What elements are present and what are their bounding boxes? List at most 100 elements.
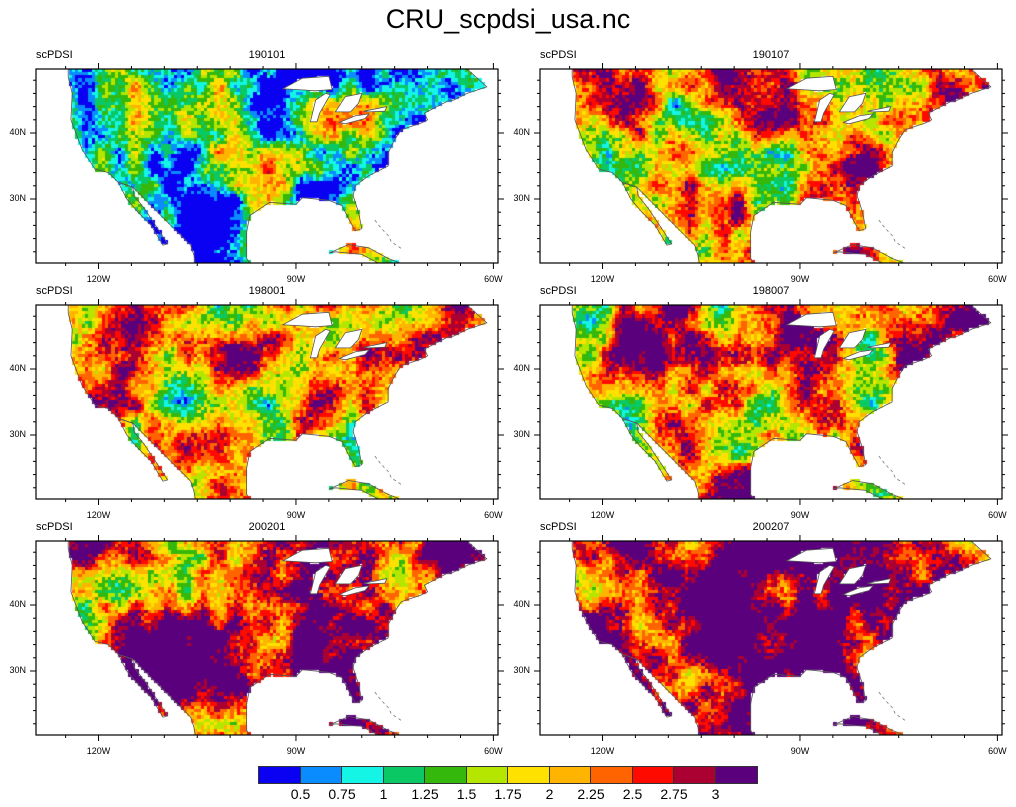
great-lake [867, 106, 892, 113]
bahamas-coastline [374, 219, 402, 249]
x-tick-label: 60W [484, 510, 503, 520]
great-lake [363, 578, 388, 585]
pdsi-field [36, 305, 498, 499]
colorbar-label: 1 [379, 786, 388, 802]
x-tick-label: 60W [484, 274, 503, 284]
coastline [67, 540, 488, 736]
colorbar-box [674, 767, 716, 783]
great-lake [338, 113, 370, 125]
colorbar-label: 2.25 [577, 786, 605, 802]
panel-date-label: 190101 [248, 49, 286, 61]
bahamas-coastline [374, 455, 402, 485]
bahamas-coastline [878, 455, 906, 485]
colorbar-box [300, 767, 342, 783]
panel-variable-label: scPDSI [36, 49, 73, 61]
colorbar-label: 0.75 [328, 786, 356, 802]
y-tick-label: 30N [513, 428, 530, 439]
great-lake [813, 564, 835, 595]
y-tick-label: 30N [9, 192, 26, 203]
panel-variable-label: scPDSI [36, 521, 73, 533]
x-tick-label: 120W [590, 746, 615, 756]
map-panel: scPDSI 198007 120W 90W 60W 30N 40N [513, 285, 1008, 520]
colorbar-box [715, 767, 757, 783]
pdsi-field [540, 541, 1002, 735]
map-frame [35, 304, 499, 500]
colorbar-box [632, 767, 674, 783]
great-lake [281, 311, 333, 328]
figure-title: CRU_scpdsi_usa.nc [385, 4, 631, 34]
x-tick-label: 60W [988, 274, 1007, 284]
x-tick-label: 90W [790, 746, 810, 756]
coastline [328, 244, 401, 264]
panel-date-label: 190107 [752, 49, 790, 61]
bahamas-coastline [374, 691, 402, 721]
colorbar-box [342, 767, 384, 783]
coastline [67, 304, 488, 500]
colorbar-box [549, 767, 591, 783]
y-tick-label: 30N [9, 428, 26, 439]
great-lake [813, 328, 835, 359]
x-tick-label: 120W [86, 746, 111, 756]
colorbar-label: 3 [711, 786, 720, 802]
map-frame [539, 540, 1003, 736]
coastline [621, 181, 673, 246]
y-tick-label: 30N [9, 664, 26, 675]
coastline [117, 417, 169, 482]
y-tick-label: 40N [513, 599, 530, 609]
great-lake [838, 328, 867, 349]
great-lake [785, 75, 837, 92]
coastline [117, 653, 169, 718]
great-lake [334, 92, 363, 113]
colorbar-box [383, 767, 425, 783]
great-lake [281, 547, 333, 564]
coastline [67, 68, 488, 264]
great-lake [838, 564, 867, 585]
great-lake [363, 106, 388, 113]
great-lake [785, 547, 837, 564]
x-tick-label: 60W [484, 746, 503, 756]
panel-variable-label: scPDSI [36, 285, 73, 297]
x-tick-label: 60W [988, 746, 1007, 756]
panel-date-label: 198007 [752, 285, 790, 297]
pdsi-field [36, 541, 498, 735]
colorbar-label: 2.5 [622, 786, 643, 802]
great-lake [838, 92, 867, 113]
x-tick-label: 90W [286, 274, 306, 284]
great-lake [785, 311, 837, 328]
colorbar-box [508, 767, 550, 783]
colorbar-box [259, 767, 301, 783]
x-tick-label: 120W [86, 510, 111, 520]
y-tick-label: 40N [513, 127, 530, 137]
pdsi-field [540, 305, 1002, 499]
colorbar-label: 1.75 [494, 786, 522, 802]
great-lake [867, 578, 892, 585]
y-tick-label: 30N [513, 664, 530, 675]
map-panel: scPDSI 198001 120W 90W 60W 30N 40N [9, 285, 504, 520]
colorbar-label: 1.5 [456, 786, 477, 802]
great-lake [309, 92, 331, 123]
y-tick-label: 40N [513, 363, 530, 373]
pdsi-field [540, 69, 1002, 263]
x-tick-label: 120W [590, 274, 615, 284]
great-lake [842, 113, 874, 125]
map-frame [539, 68, 1003, 264]
coastline [328, 480, 401, 500]
great-lake [813, 92, 835, 123]
map-frame [539, 304, 1003, 500]
map-panel: scPDSI 200207 120W 90W 60W 30N 40N [513, 521, 1008, 756]
great-lake [334, 564, 363, 585]
bahamas-coastline [878, 691, 906, 721]
great-lake [842, 585, 874, 597]
map-frame [35, 540, 499, 736]
y-tick-label: 40N [9, 127, 26, 137]
x-tick-label: 120W [86, 274, 111, 284]
x-tick-label: 90W [790, 510, 810, 520]
x-tick-label: 120W [590, 510, 615, 520]
great-lake [842, 349, 874, 361]
panel-variable-label: scPDSI [540, 285, 577, 297]
y-tick-label: 40N [9, 363, 26, 373]
coastline [832, 716, 905, 736]
x-tick-label: 90W [790, 274, 810, 284]
colorbar-box [425, 767, 467, 783]
coastline [571, 68, 992, 264]
